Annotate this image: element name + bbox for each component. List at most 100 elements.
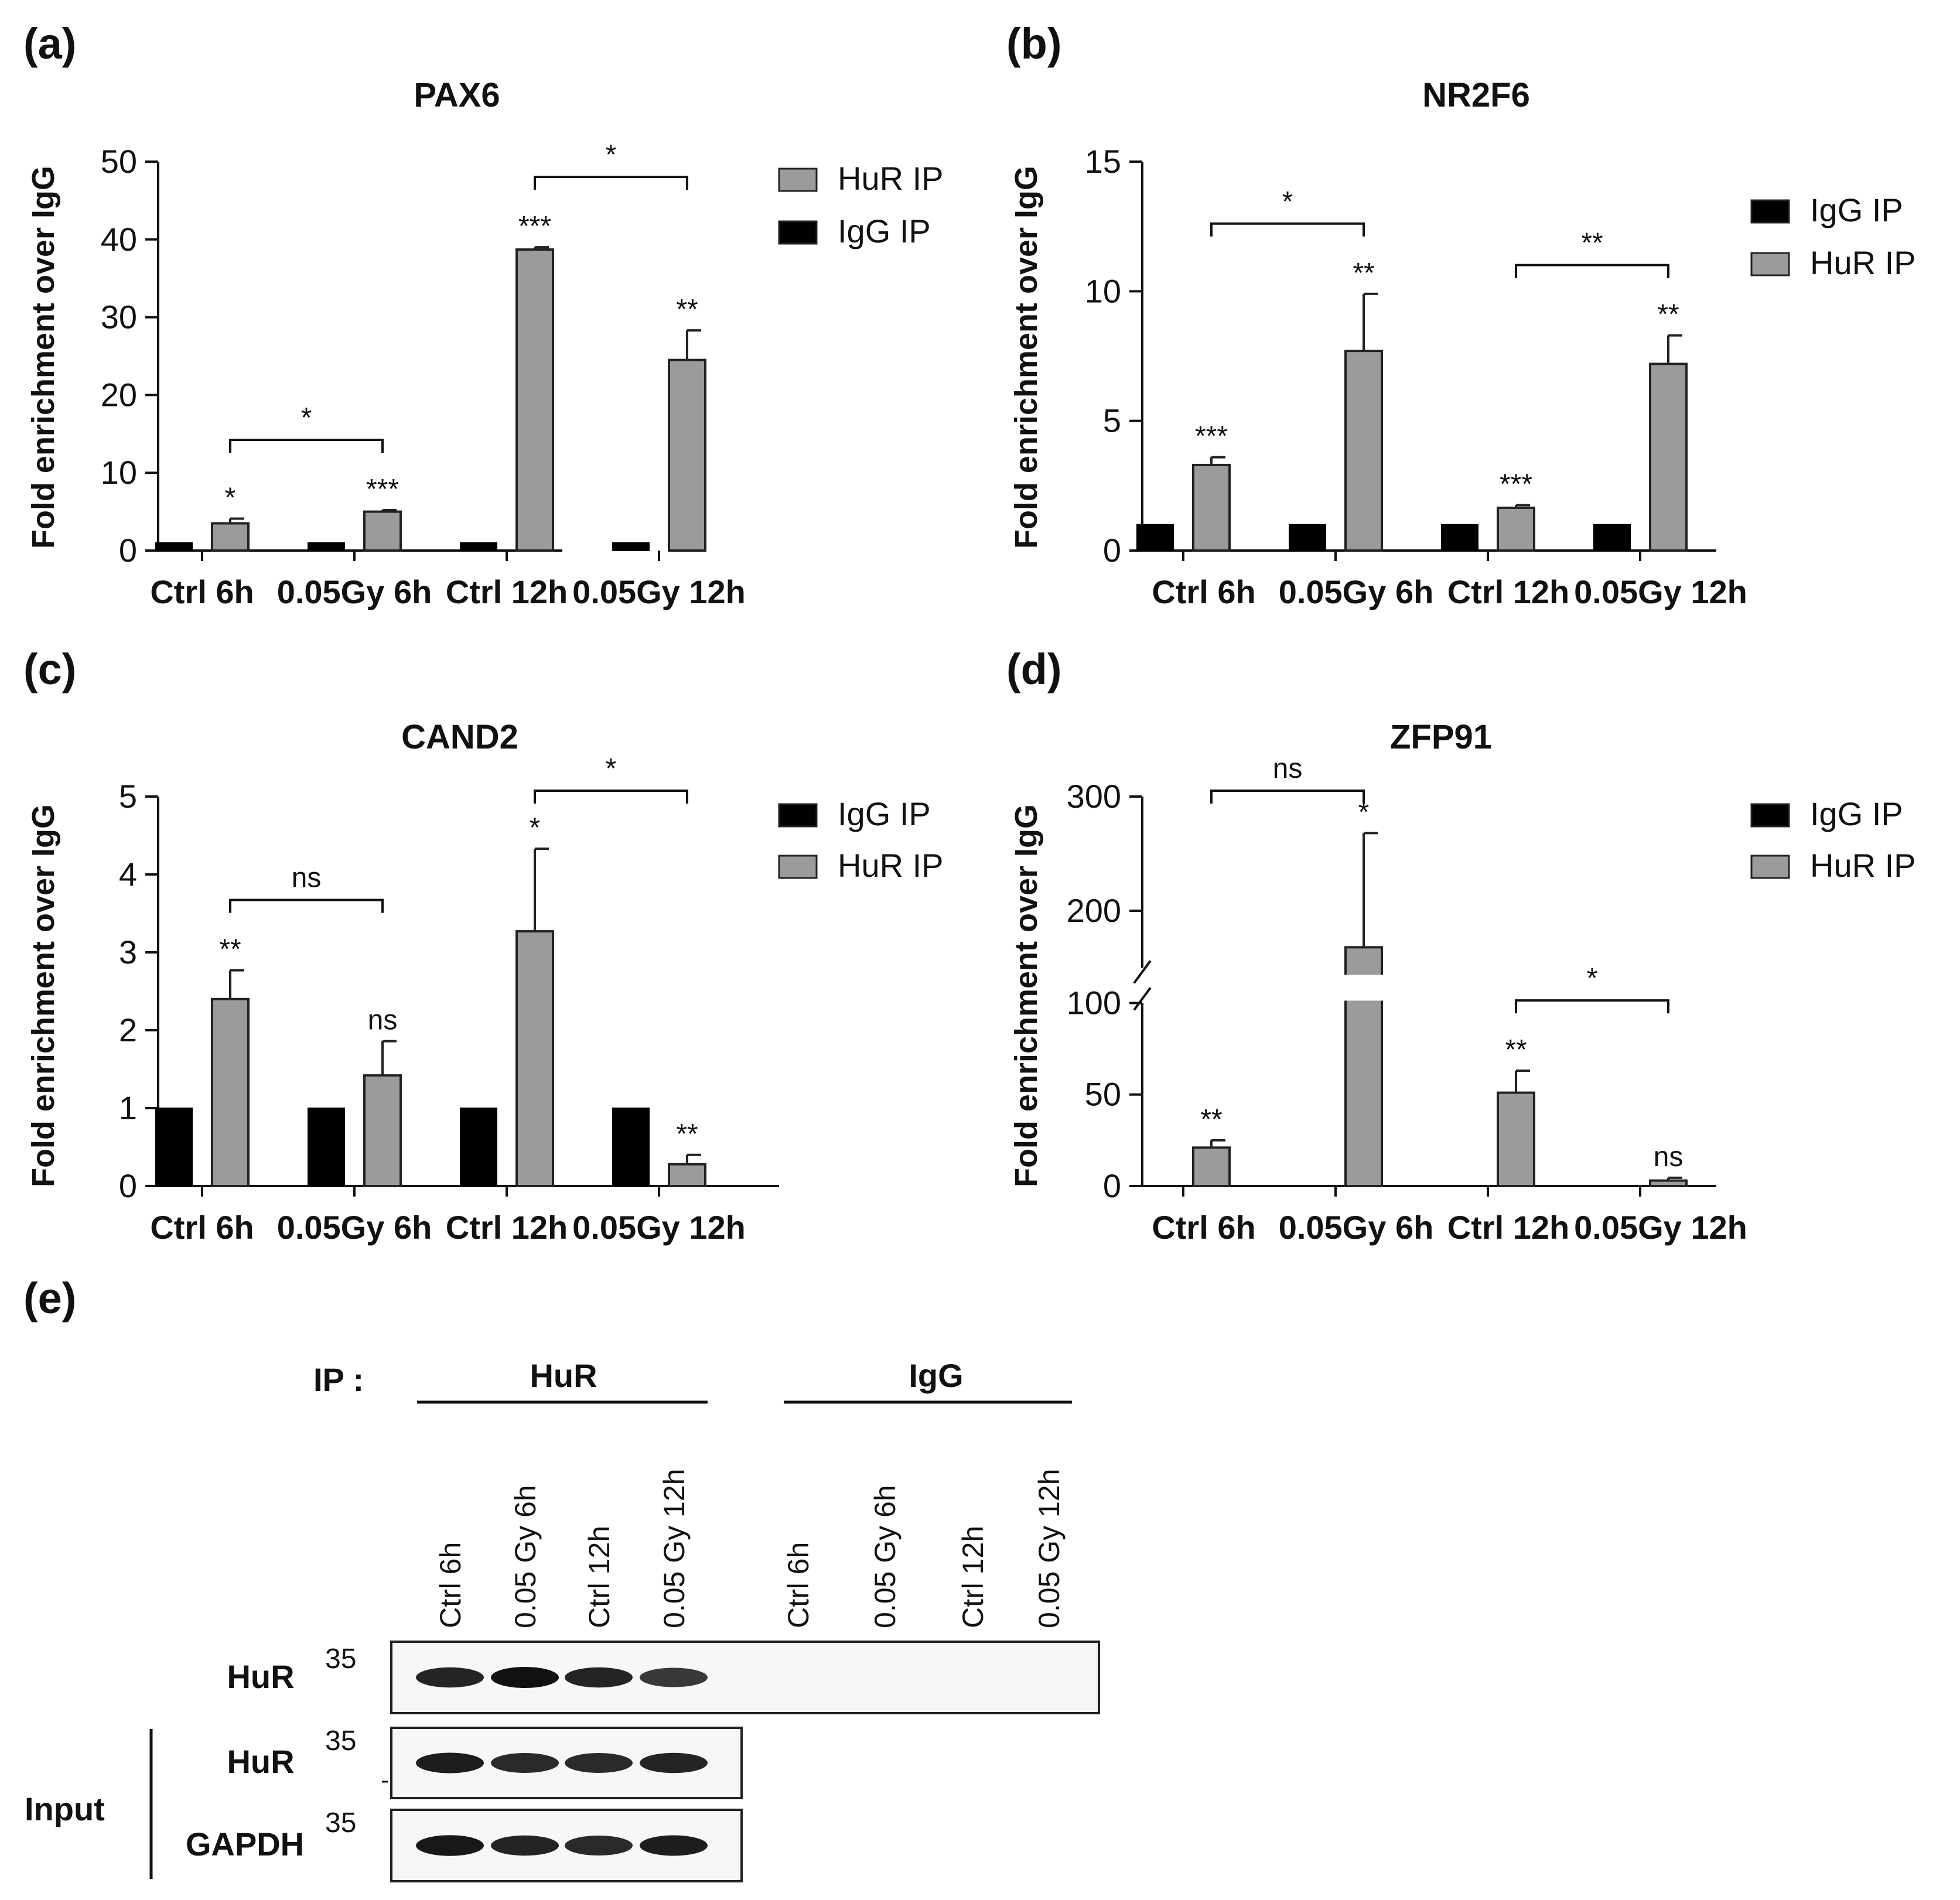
legend-label: HuR IP [838, 847, 944, 884]
y-tick-label: 30 [101, 299, 137, 336]
y-tick-label: 2 [119, 1011, 137, 1048]
chart-title-b: NR2F6 [1422, 76, 1530, 114]
x-tick-label: Ctrl 12h [1447, 1209, 1570, 1246]
x-tick-label: Ctrl 12h [1447, 573, 1570, 610]
legend-swatch [778, 855, 818, 879]
blot-band [640, 1835, 708, 1856]
bar-hur [1344, 350, 1383, 552]
y-tick-label: 40 [101, 221, 137, 258]
significance-label: ** [219, 934, 241, 965]
y-tick-label: 10 [1085, 272, 1121, 309]
x-tick-label: 0.05Gy 6h [1279, 573, 1434, 610]
chart-title-a: PAX6 [414, 76, 500, 114]
y-axis-label-c: Fold enrichment over IgG [26, 804, 61, 1187]
bar-igg [155, 1108, 193, 1187]
chart-zfp91: 0 50 100 200 300 Ctrl 6h 0.05Gy 6h Ctrl 12h 0.05… [1067, 753, 1916, 1246]
x-tick-label: 0.05Gy 6h [277, 1209, 432, 1246]
legend-swatch [778, 803, 818, 828]
axis-break-mark [1133, 960, 1152, 984]
bar-hur [1497, 1091, 1535, 1187]
bar-hur [1649, 363, 1688, 552]
bar-break-gap [1343, 975, 1384, 1001]
significance-label: ** [1505, 1034, 1527, 1065]
y-axis-label-a: Fold enrichment over IgG [26, 166, 61, 549]
x-tick-label: 0.05Gy 12h [572, 573, 746, 610]
row-label-hur-ip: HuR [227, 1658, 294, 1695]
significance-label: ** [676, 294, 698, 325]
legend-label: IgG IP [838, 795, 931, 832]
x-tick-label: Ctrl 12h [446, 573, 568, 610]
blot-band [491, 1835, 559, 1856]
bar-hur [1497, 506, 1535, 552]
significance-bracket [229, 438, 384, 453]
chart-title-d: ZFP91 [1390, 718, 1492, 756]
y-tick-label: 1 [119, 1089, 137, 1126]
y-tick-label: 5 [1103, 402, 1121, 439]
lane-label: 0.05 Gy 12h [1033, 1469, 1066, 1628]
bracket-label: ns [1273, 753, 1303, 784]
blot-group-hur: HuR [530, 1357, 597, 1394]
blot-band [416, 1835, 484, 1856]
bar-igg [612, 542, 650, 551]
x-tick-label: 0.05Gy 12h [572, 1209, 746, 1246]
y-tick-label: 0 [119, 532, 137, 569]
legend-label: HuR IP [1810, 847, 1916, 884]
bar-igg [612, 1108, 650, 1187]
x-tick-label: 0.05Gy 12h [1574, 1209, 1747, 1246]
legend-label: IgG IP [1810, 795, 1903, 832]
x-tick-label: 0.05Gy 6h [1279, 1209, 1434, 1246]
significance-label: *** [1195, 421, 1228, 452]
legend-label: IgG IP [838, 213, 931, 250]
x-tick-label: Ctrl 6h [150, 573, 254, 610]
lane-label: 0.05 Gy 12h [658, 1469, 691, 1628]
significance-label: ns [368, 1005, 398, 1036]
significance-label: * [1358, 797, 1370, 828]
row-label-hur-input: HuR [227, 1743, 294, 1780]
significance-label: * [530, 812, 541, 843]
legend-label: IgG IP [1810, 192, 1903, 228]
bracket-label: * [606, 753, 617, 784]
significance-bracket [1210, 222, 1365, 237]
chart-title-c: CAND2 [401, 718, 518, 756]
chart-nr2f6: 0 5 10 15 Ctrl 6h 0.05Gy 6h Ctrl 12h 0.05Gy 12h… [1085, 143, 1916, 610]
blot-band [491, 1667, 559, 1688]
bar-igg [1593, 524, 1631, 552]
blot-layer: Ctrl 6h 0.05 Gy 6h Ctrl 12h 0.05 Gy 12h Ctrl… [390, 1469, 1100, 1882]
y-tick-label: 100 [1067, 984, 1121, 1021]
bar-igg [1136, 524, 1174, 552]
y-tick-label: 15 [1085, 143, 1121, 180]
blot-band [640, 1667, 708, 1687]
blot-band [416, 1752, 484, 1773]
legend-swatch [1750, 199, 1790, 224]
bracket-label: * [1587, 963, 1598, 994]
axis-break-mark [1133, 987, 1152, 1011]
panel-label-a: (a) [23, 19, 76, 68]
lane-label: 0.05 Gy 6h [509, 1485, 542, 1628]
blot-box [390, 1641, 1100, 1714]
bar-hur [1192, 1146, 1231, 1187]
significance-label: ** [1657, 299, 1679, 330]
marker-35-row2: 35 [325, 1725, 356, 1757]
legend-swatch [778, 168, 818, 192]
bar-hur [668, 358, 706, 552]
bar-igg [460, 1108, 497, 1187]
bar-igg [1289, 524, 1326, 552]
bracket-label: * [606, 139, 617, 170]
significance-label: * [225, 483, 236, 514]
marker-35-row1: 35 [325, 1643, 356, 1675]
significance-label: ** [676, 1119, 698, 1150]
lane-label: Ctrl 6h [434, 1542, 467, 1628]
blot-band [565, 1667, 633, 1688]
lane-label: Ctrl 12h [957, 1526, 989, 1628]
bar-hur [668, 1163, 706, 1188]
bar-hur [363, 510, 402, 552]
panel-label-e: (e) [23, 1274, 76, 1323]
significance-label: ** [1200, 1104, 1222, 1135]
blot-band [491, 1753, 559, 1773]
legend-swatch [1750, 855, 1790, 879]
significance-bracket [1210, 790, 1365, 804]
legend-swatch [1750, 252, 1790, 276]
bracket-label: ** [1581, 228, 1603, 259]
significance-bracket [534, 790, 688, 804]
bar-igg [1441, 524, 1478, 552]
